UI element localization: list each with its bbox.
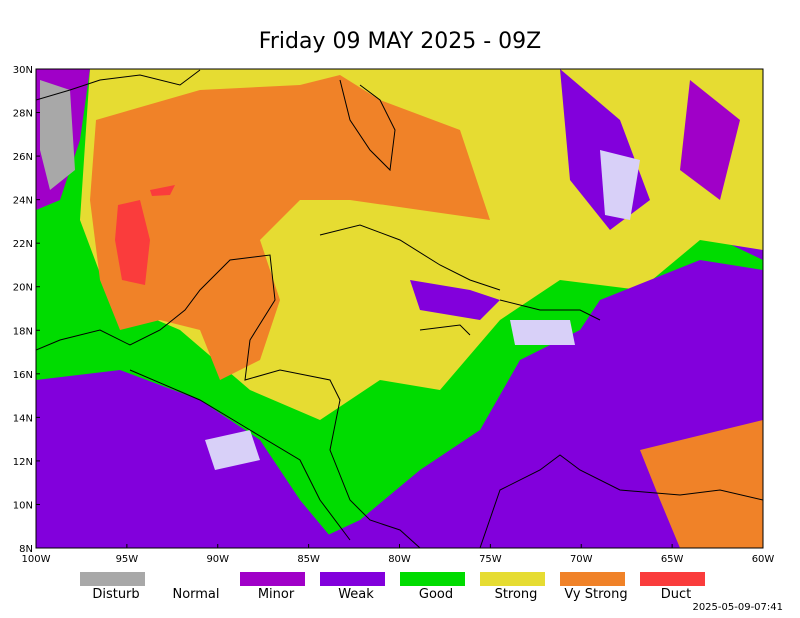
legend-label: Weak: [338, 587, 374, 602]
legend-label: Disturb: [92, 587, 139, 602]
lon-label: 85W: [297, 554, 320, 565]
lat-label: 28N: [13, 109, 33, 120]
legend-swatch: [560, 572, 625, 586]
lat-label: 22N: [13, 239, 33, 250]
lat-label: 8N: [19, 544, 33, 555]
lat-label: 20N: [13, 283, 33, 294]
legend-swatch: [80, 572, 145, 586]
legend-label: Normal: [172, 587, 219, 602]
legend-swatch: [640, 572, 705, 586]
map-field: [36, 69, 763, 548]
legend-label: Good: [419, 587, 453, 602]
lon-label: 75W: [479, 554, 502, 565]
lat-label: 16N: [13, 370, 33, 381]
legend: Disturb Normal Minor Weak Good Strong Vy Stron…: [80, 572, 705, 602]
legend-swatch: [400, 572, 465, 586]
lon-label: 100W: [22, 554, 51, 565]
legend-swatch: [320, 572, 385, 586]
lon-label: 80W: [388, 554, 411, 565]
lat-label: 10N: [13, 500, 33, 511]
lat-label: 26N: [13, 152, 33, 163]
legend-label: Strong: [495, 587, 538, 602]
lon-label: 65W: [661, 554, 684, 565]
legend-label: Duct: [661, 587, 692, 602]
lon-label: 90W: [206, 554, 229, 565]
lon-label: 95W: [116, 554, 139, 565]
lon-label: 60W: [752, 554, 775, 565]
lat-label: 30N: [13, 65, 33, 76]
legend-swatch: [240, 572, 305, 586]
legend-label: Minor: [258, 587, 295, 602]
legend-label: Vy Strong: [564, 587, 627, 602]
lon-label: 70W: [570, 554, 593, 565]
lat-label: 18N: [13, 326, 33, 337]
lat-label: 12N: [13, 457, 33, 468]
lat-label: 14N: [13, 413, 33, 424]
timestamp: 2025-05-09-07:41: [692, 602, 783, 613]
legend-swatch: [480, 572, 545, 586]
map-title: Friday 09 MAY 2025 - 09Z: [259, 29, 541, 54]
lat-label: 24N: [13, 196, 33, 207]
